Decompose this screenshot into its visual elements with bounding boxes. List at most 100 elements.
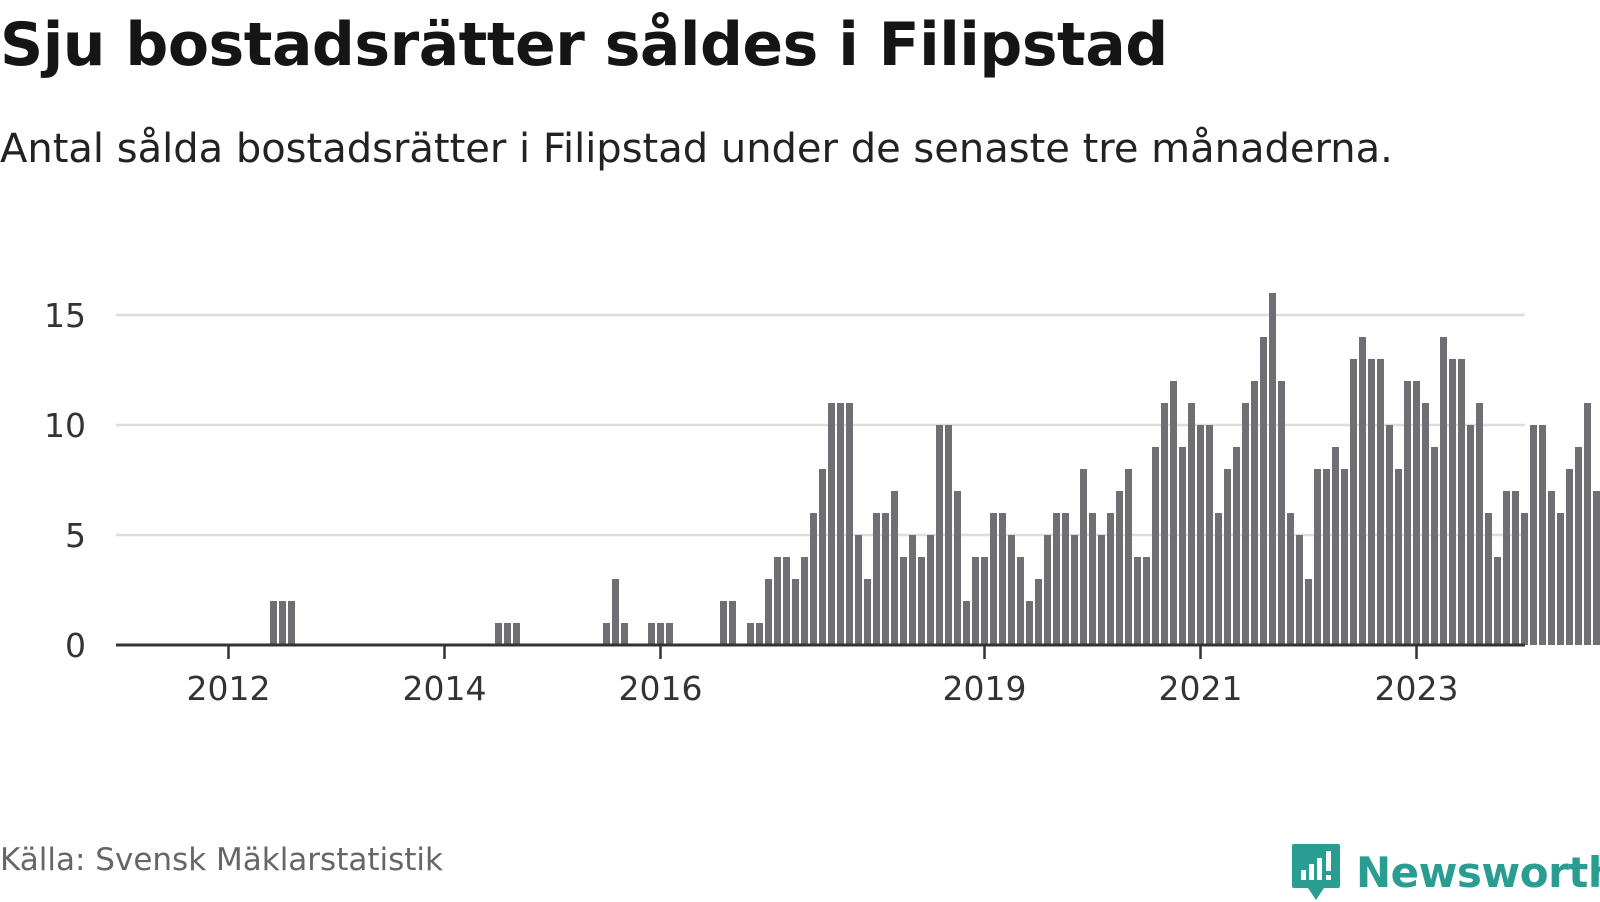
bar — [891, 491, 898, 645]
bar — [1251, 381, 1258, 645]
x-tick-label-2019: 2019 — [943, 669, 1027, 708]
brand-logo: Newsworthy — [1290, 842, 1600, 902]
bar — [819, 469, 826, 645]
bar — [1314, 469, 1321, 645]
bar — [1341, 469, 1348, 645]
bar — [1143, 557, 1150, 645]
bar — [1305, 579, 1312, 645]
bar — [1296, 535, 1303, 645]
bar — [1386, 425, 1393, 645]
bar — [1575, 447, 1582, 645]
bar — [936, 425, 943, 645]
bar — [864, 579, 871, 645]
bar — [495, 623, 502, 645]
bar — [1422, 403, 1429, 645]
labels: 0510152012201420162019202120237 — [44, 296, 1459, 708]
bar — [765, 579, 772, 645]
bar — [1467, 425, 1474, 645]
bar — [1539, 425, 1546, 645]
bar — [873, 513, 880, 645]
bar — [783, 557, 790, 645]
bar — [1566, 469, 1573, 645]
bar — [792, 579, 799, 645]
bar — [1260, 337, 1267, 645]
bar — [1053, 513, 1060, 645]
bar — [828, 403, 835, 645]
bar — [1080, 469, 1087, 645]
y-tick-label-15: 15 — [44, 296, 86, 335]
bar — [855, 535, 862, 645]
bar — [1530, 425, 1537, 645]
bar — [1440, 337, 1447, 645]
bar — [1062, 513, 1069, 645]
bar — [900, 557, 907, 645]
bar — [270, 601, 277, 645]
bar — [1116, 491, 1123, 645]
bar — [774, 557, 781, 645]
bar — [1215, 513, 1222, 645]
bar — [1134, 557, 1141, 645]
bar — [909, 535, 916, 645]
bar — [1188, 403, 1195, 645]
bar — [1107, 513, 1114, 645]
bar — [1269, 293, 1276, 645]
bar — [621, 623, 628, 645]
y-tick-label-10: 10 — [44, 406, 86, 445]
bar — [1584, 403, 1591, 645]
bar — [1242, 403, 1249, 645]
bar — [945, 425, 952, 645]
bar — [810, 513, 817, 645]
bar — [882, 513, 889, 645]
bar — [927, 535, 934, 645]
bar — [756, 623, 763, 645]
x-tick-label-2021: 2021 — [1159, 669, 1243, 708]
bar — [603, 623, 610, 645]
bar — [1431, 447, 1438, 645]
bar — [1287, 513, 1294, 645]
bar — [729, 601, 736, 645]
bar — [612, 579, 619, 645]
bar — [1377, 359, 1384, 645]
bar — [666, 623, 673, 645]
bar — [1359, 337, 1366, 645]
bar — [1404, 381, 1411, 645]
bar — [657, 623, 664, 645]
bar — [918, 557, 925, 645]
bar — [846, 403, 853, 645]
bar — [1206, 425, 1213, 645]
bar — [1152, 447, 1159, 645]
bar — [279, 601, 286, 645]
source-note: Källa: Svensk Mäklarstatistik — [0, 842, 443, 878]
bar — [1512, 491, 1519, 645]
x-tick-label-2023: 2023 — [1375, 669, 1459, 708]
bar — [513, 623, 520, 645]
y-tick-label-5: 5 — [65, 516, 86, 555]
bar — [1125, 469, 1132, 645]
bar — [288, 601, 295, 645]
bar — [1170, 381, 1177, 645]
y-tick-label-0: 0 — [65, 626, 86, 665]
bar — [747, 623, 754, 645]
x-tick-label-2012: 2012 — [187, 669, 271, 708]
bar — [504, 623, 511, 645]
bar — [1494, 557, 1501, 645]
bar — [1044, 535, 1051, 645]
bar — [1035, 579, 1042, 645]
bar — [1098, 535, 1105, 645]
bar — [1413, 381, 1420, 645]
bar — [990, 513, 997, 645]
bar — [1233, 447, 1240, 645]
bars — [270, 293, 1600, 645]
x-tick-label-2016: 2016 — [619, 669, 703, 708]
bar — [1395, 469, 1402, 645]
bar — [1485, 513, 1492, 645]
bar — [1017, 557, 1024, 645]
bar — [999, 513, 1006, 645]
bar — [1071, 535, 1078, 645]
newsworthy-logo-icon — [1292, 844, 1340, 900]
x-tick-label-2014: 2014 — [403, 669, 487, 708]
bar — [1089, 513, 1096, 645]
bar — [972, 557, 979, 645]
bar — [1224, 469, 1231, 645]
bar — [837, 403, 844, 645]
